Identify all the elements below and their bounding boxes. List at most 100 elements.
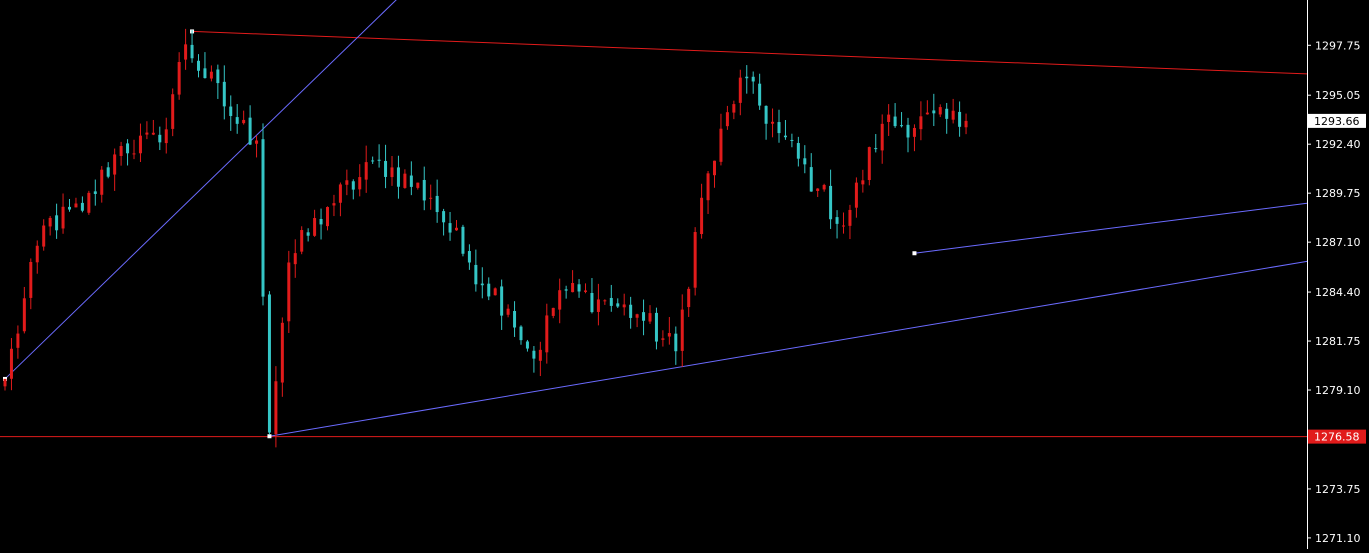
candle [545,303,549,364]
candle [158,126,162,151]
candle-body [29,261,33,298]
price-tick-label: 1295.05 [1315,89,1361,102]
candle-body [358,177,362,190]
candle-body [513,310,517,328]
candle [409,161,413,196]
candle-body [551,307,555,316]
candle [16,325,20,359]
candle-body [209,71,213,79]
candle-body [480,283,484,286]
candle-body [642,312,646,321]
candle [287,250,291,333]
candle [203,52,207,79]
candle-body [177,62,181,95]
candle-body [35,245,39,263]
support-price-box [1308,429,1366,444]
candle-body [654,312,658,342]
candle-body [242,119,246,124]
candle-body [887,114,891,122]
candle [29,258,33,310]
candle-body [351,181,355,190]
candle [945,102,949,134]
candle-body [525,341,529,349]
candle-body [126,143,130,154]
candle-body [693,232,697,288]
upper-support-trendline[interactable] [914,202,1308,254]
candle [242,110,246,125]
price-tick-label: 1279.10 [1315,384,1361,397]
rising-trend-trendline[interactable] [4,0,411,380]
candle [455,220,458,231]
candle-body [571,282,575,293]
candle-body [829,185,833,220]
candle-body [803,158,807,165]
candle [925,100,929,115]
candle [584,283,587,294]
candle [164,117,168,154]
candle-body [248,117,252,145]
candle [771,108,775,138]
candle [551,307,555,319]
candle [93,179,97,206]
candle [842,212,845,234]
candle-body [442,211,446,223]
candle [80,196,84,213]
candle [661,330,665,347]
candle [538,341,542,377]
candle [467,244,471,270]
price-tick-label: 1284.40 [1315,286,1361,299]
candle-body [487,283,491,297]
candle [306,228,310,242]
candle [338,182,342,217]
candle-body [816,188,820,191]
candle [113,148,117,191]
candle-body [203,68,207,79]
candle-body [545,315,549,353]
candle-body [900,125,904,127]
candle-body [313,218,317,236]
candle [216,64,220,99]
candle [680,294,684,367]
price-tick-label: 1289.75 [1315,187,1361,200]
candle [100,166,104,203]
upper-support-anchor[interactable] [912,251,917,256]
candle [667,317,671,345]
candle [151,119,155,136]
candle-body [306,232,310,236]
lower-support-anchor[interactable] [267,434,272,439]
candle [783,119,787,140]
candle [22,286,26,334]
candle [358,164,362,197]
candle-body [158,134,162,143]
candle [893,103,897,128]
candle-body [274,381,278,435]
lower-support-trendline[interactable] [269,260,1308,437]
candle-body [332,203,336,206]
candle [751,71,755,94]
candle [487,277,491,301]
candle [829,169,833,229]
candle [184,28,188,70]
candle [177,52,181,100]
candle [9,338,13,391]
candle-body [616,303,620,307]
candle [326,206,329,231]
candle-body [745,76,749,79]
candle [796,136,800,167]
candle-body [687,288,691,308]
candle-body [771,121,775,124]
candle-body [184,44,188,60]
candle-body [145,132,149,135]
candle-body [197,60,200,71]
resistance-trendline[interactable] [192,30,1308,75]
candle [758,73,762,110]
candle [609,284,613,312]
candle-body [635,314,639,318]
candle-body [590,293,594,313]
candle-body [345,180,349,185]
candle [55,203,59,239]
candle-body [732,104,736,113]
candle-body [493,288,497,296]
